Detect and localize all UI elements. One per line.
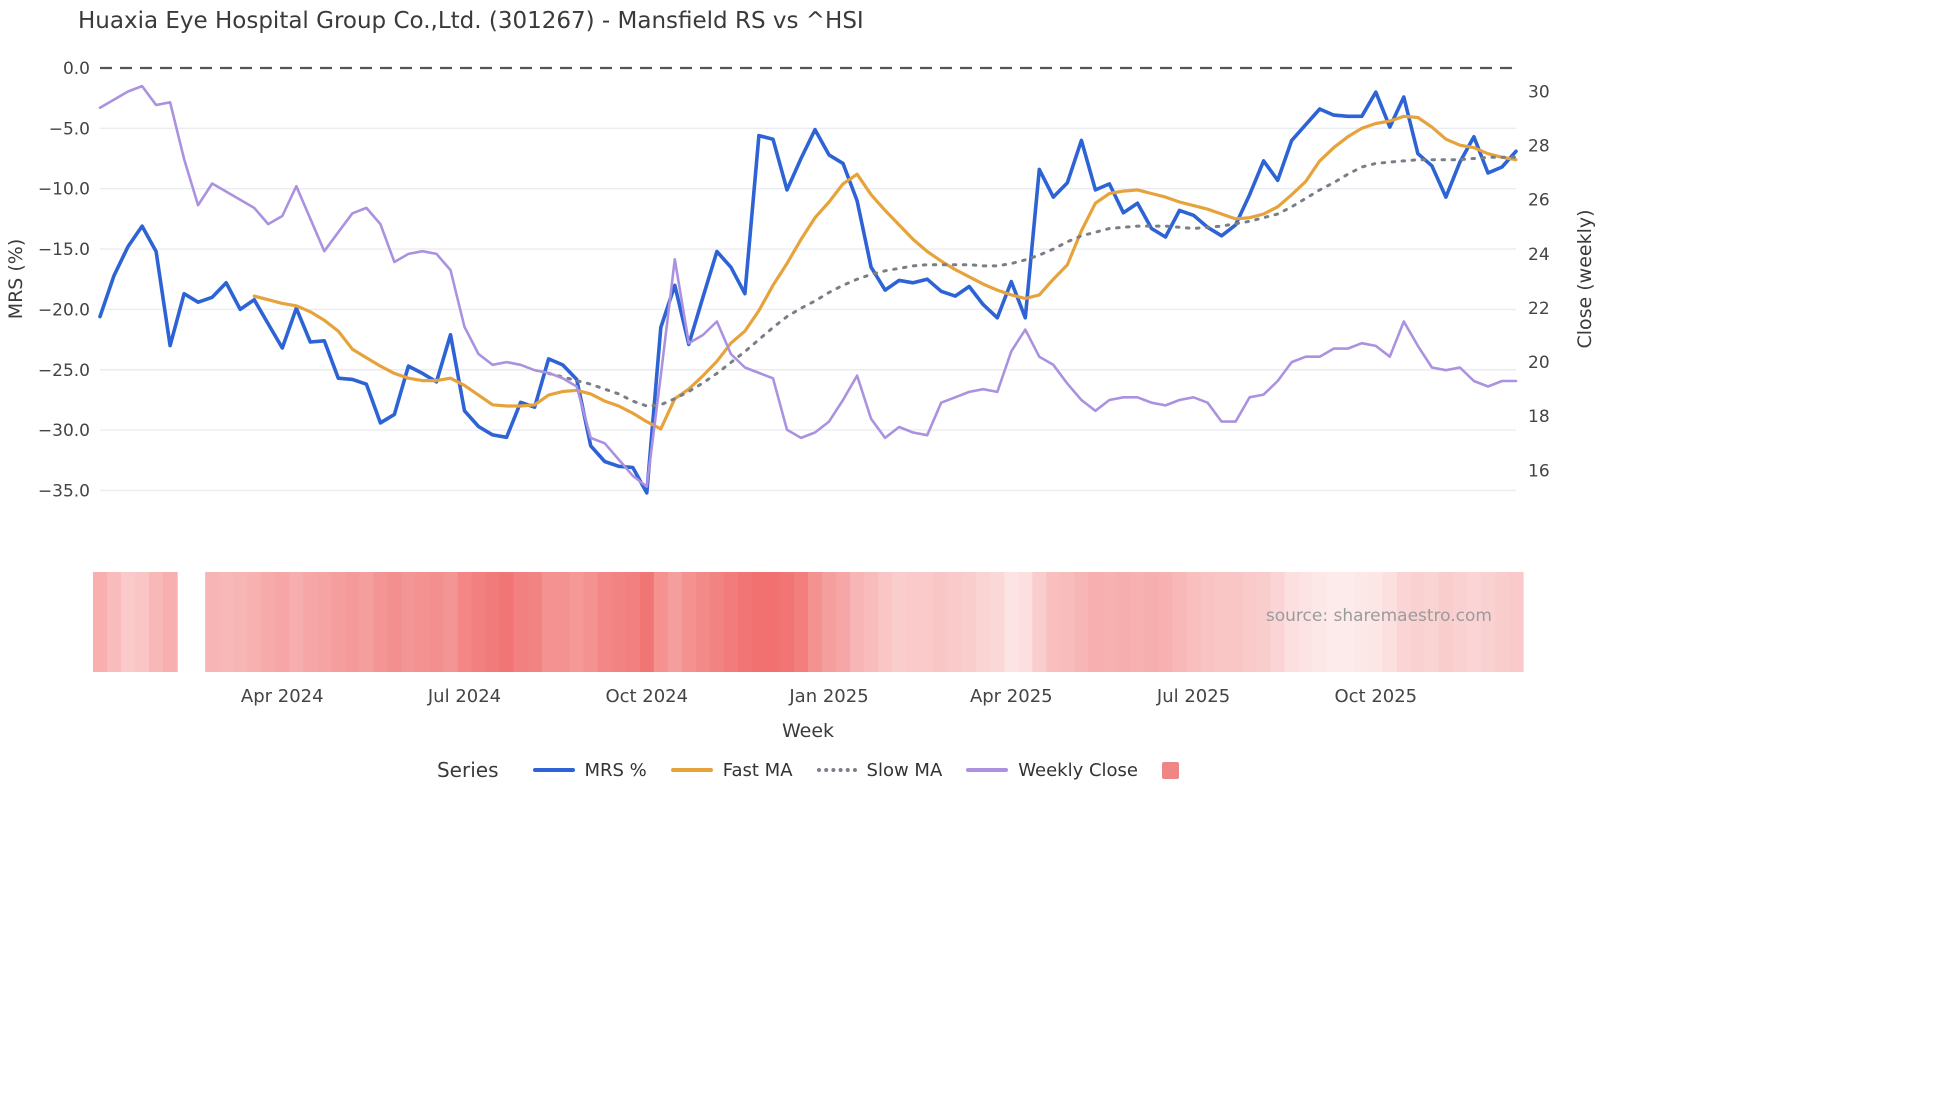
svg-text:18: 18	[1528, 407, 1550, 427]
svg-text:Jan 2025: Jan 2025	[788, 686, 868, 707]
legend-title: Series	[436, 758, 499, 782]
svg-text:24: 24	[1528, 245, 1550, 265]
heatmap-strip	[92, 572, 1524, 672]
weekly-close-line-swatch-icon	[966, 768, 1009, 772]
legend-item-label: Weekly Close	[1018, 759, 1138, 781]
fast-ma-line-swatch-icon	[670, 768, 713, 772]
source-watermark: source: sharemaestro.com	[1265, 606, 1492, 626]
legend-item-weekly-close: Weekly Close	[966, 760, 1138, 781]
svg-text:−25.0: −25.0	[38, 361, 90, 381]
svg-text:26: 26	[1528, 191, 1550, 211]
svg-text:Oct 2025: Oct 2025	[1334, 686, 1417, 707]
y-axis-right-labels: 30 28 26 24 22 20 18 16	[1528, 83, 1550, 482]
svg-text:Oct 2024: Oct 2024	[605, 686, 688, 707]
series-fast-ma	[252, 114, 1518, 431]
svg-text:Jul 2025: Jul 2025	[1156, 686, 1230, 707]
svg-text:22: 22	[1528, 299, 1550, 319]
legend-item-fast-ma: Fast MA	[670, 759, 793, 781]
legend-item-label: Fast MA	[722, 759, 793, 781]
legend: Series MRS % Fast MA Slow MA Weekly Clos…	[100, 758, 1516, 782]
legend-item-label: MRS %	[584, 759, 647, 781]
legend-item-label: Slow MA	[866, 759, 943, 781]
svg-text:16: 16	[1528, 461, 1550, 481]
svg-text:28: 28	[1528, 137, 1550, 157]
svg-text:−10.0: −10.0	[38, 180, 90, 200]
y-axis-left-title: MRS (%)	[5, 238, 27, 320]
mrs-line-swatch-icon	[532, 768, 575, 772]
chart-title: Huaxia Eye Hospital Group Co.,Ltd. (3012…	[78, 8, 864, 34]
series-mrs	[98, 90, 1518, 495]
svg-text:30: 30	[1528, 83, 1550, 103]
y-axis-right-title: Close (weekly)	[1574, 209, 1596, 349]
legend-item-mrs: MRS %	[532, 759, 647, 781]
svg-text:20: 20	[1528, 353, 1550, 373]
svg-text:Apr 2024: Apr 2024	[241, 686, 324, 707]
x-tick-labels: Apr 2024 Jul 2024 Oct 2024 Jan 2025 Apr 2025…	[241, 686, 1417, 707]
svg-text:−15.0: −15.0	[38, 240, 90, 260]
legend-item-slow-ma: Slow MA	[816, 759, 943, 781]
series-slow-ma	[547, 155, 1518, 408]
x-axis-title: Week	[781, 720, 835, 742]
series-weekly-close	[98, 84, 1518, 488]
svg-text:Jul 2024: Jul 2024	[427, 686, 501, 707]
svg-text:Apr 2025: Apr 2025	[970, 686, 1053, 707]
gridlines	[100, 127, 1516, 492]
svg-text:−20.0: −20.0	[38, 300, 90, 320]
svg-text:−35.0: −35.0	[38, 481, 90, 501]
svg-text:0.0: 0.0	[63, 59, 90, 79]
slow-ma-dotted-swatch-icon	[816, 768, 857, 772]
svg-text:−5.0: −5.0	[49, 119, 90, 139]
y-axis-left-labels: 0.0 −5.0 −10.0 −15.0 −20.0 −25.0 −30.0 −35.0	[38, 59, 90, 501]
heatmap-swatch-icon	[1162, 761, 1179, 779]
svg-text:−30.0: −30.0	[38, 421, 90, 441]
